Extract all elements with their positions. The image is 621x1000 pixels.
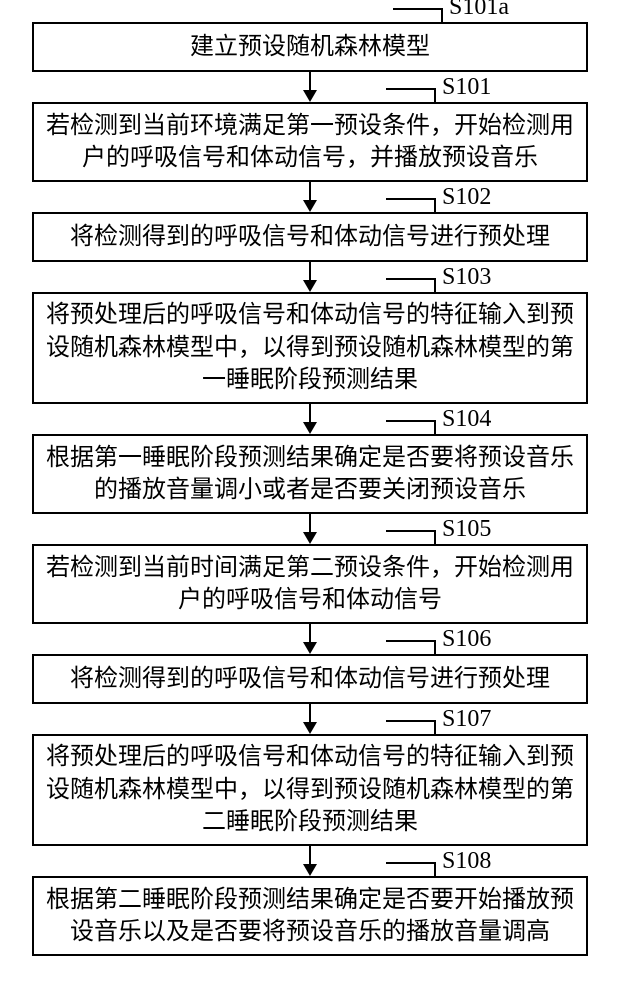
flow-step-text: 建立预设随机森林模型: [190, 31, 430, 63]
flow-step-text: 将预处理后的呼吸信号和体动信号的特征输入到预设随机森林模型中，以得到预设随机森林…: [44, 741, 576, 838]
flow-arrow-line: [309, 846, 311, 866]
flow-step-box: 根据第一睡眠阶段预测结果确定是否要将预设音乐的播放音量调小或者是否要关闭预设音乐: [32, 434, 588, 514]
flow-arrow-head: [303, 280, 317, 292]
flow-step-label: S108: [442, 848, 491, 875]
flow-step-box: 将检测得到的呼吸信号和体动信号进行预处理: [32, 212, 588, 262]
label-leader: [386, 530, 436, 544]
flow-step-box: 将预处理后的呼吸信号和体动信号的特征输入到预设随机森林模型中，以得到预设随机森林…: [32, 292, 588, 404]
label-leader: [386, 862, 436, 876]
flow-arrow-head: [303, 200, 317, 212]
flow-arrow-line: [309, 514, 311, 534]
label-leader: [386, 198, 436, 212]
flow-step-box: 将检测得到的呼吸信号和体动信号进行预处理: [32, 654, 588, 704]
label-leader: [386, 420, 436, 434]
flow-step-label: S104: [442, 406, 491, 433]
flow-step-box: 根据第二睡眠阶段预测结果确定是否要开始播放预设音乐以及是否要将预设音乐的播放音量…: [32, 876, 588, 956]
flow-arrow-head: [303, 642, 317, 654]
flow-step-label: S106: [442, 626, 491, 653]
flow-step-label: S107: [442, 706, 491, 733]
label-leader: [386, 640, 436, 654]
flow-step-text: 若检测到当前环境满足第一预设条件，开始检测用户的呼吸信号和体动信号，并播放预设音…: [44, 110, 576, 175]
flow-step-box: 若检测到当前环境满足第一预设条件，开始检测用户的呼吸信号和体动信号，并播放预设音…: [32, 102, 588, 182]
flow-arrow-head: [303, 532, 317, 544]
flow-arrow-head: [303, 422, 317, 434]
label-leader: [386, 88, 436, 102]
flow-arrow-line: [309, 704, 311, 724]
flow-arrow-head: [303, 864, 317, 876]
flow-arrow-head: [303, 722, 317, 734]
flow-arrow-line: [309, 72, 311, 92]
flow-step-label: S102: [442, 184, 491, 211]
flow-arrow-line: [309, 262, 311, 282]
flow-step-label: S101a: [449, 0, 509, 21]
flow-arrow-line: [309, 182, 311, 202]
flow-arrow-line: [309, 624, 311, 644]
flow-step-text: 根据第一睡眠阶段预测结果确定是否要将预设音乐的播放音量调小或者是否要关闭预设音乐: [44, 442, 576, 507]
flow-step-box: 若检测到当前时间满足第二预设条件，开始检测用户的呼吸信号和体动信号: [32, 544, 588, 624]
label-leader: [386, 720, 436, 734]
flow-step-text: 将检测得到的呼吸信号和体动信号进行预处理: [70, 663, 550, 695]
flow-arrow-line: [309, 404, 311, 424]
flow-step-text: 将检测得到的呼吸信号和体动信号进行预处理: [70, 221, 550, 253]
flow-step-box: 建立预设随机森林模型: [32, 22, 588, 72]
label-leader: [393, 8, 443, 22]
flow-step-label: S103: [442, 264, 491, 291]
flow-step-text: 若检测到当前时间满足第二预设条件，开始检测用户的呼吸信号和体动信号: [44, 552, 576, 617]
flow-step-text: 根据第二睡眠阶段预测结果确定是否要开始播放预设音乐以及是否要将预设音乐的播放音量…: [44, 884, 576, 949]
flow-step-box: 将预处理后的呼吸信号和体动信号的特征输入到预设随机森林模型中，以得到预设随机森林…: [32, 734, 588, 846]
flow-step-label: S105: [442, 516, 491, 543]
flow-arrow-head: [303, 90, 317, 102]
label-leader: [386, 278, 436, 292]
flow-step-text: 将预处理后的呼吸信号和体动信号的特征输入到预设随机森林模型中，以得到预设随机森林…: [44, 299, 576, 396]
flow-step-label: S101: [442, 74, 491, 101]
